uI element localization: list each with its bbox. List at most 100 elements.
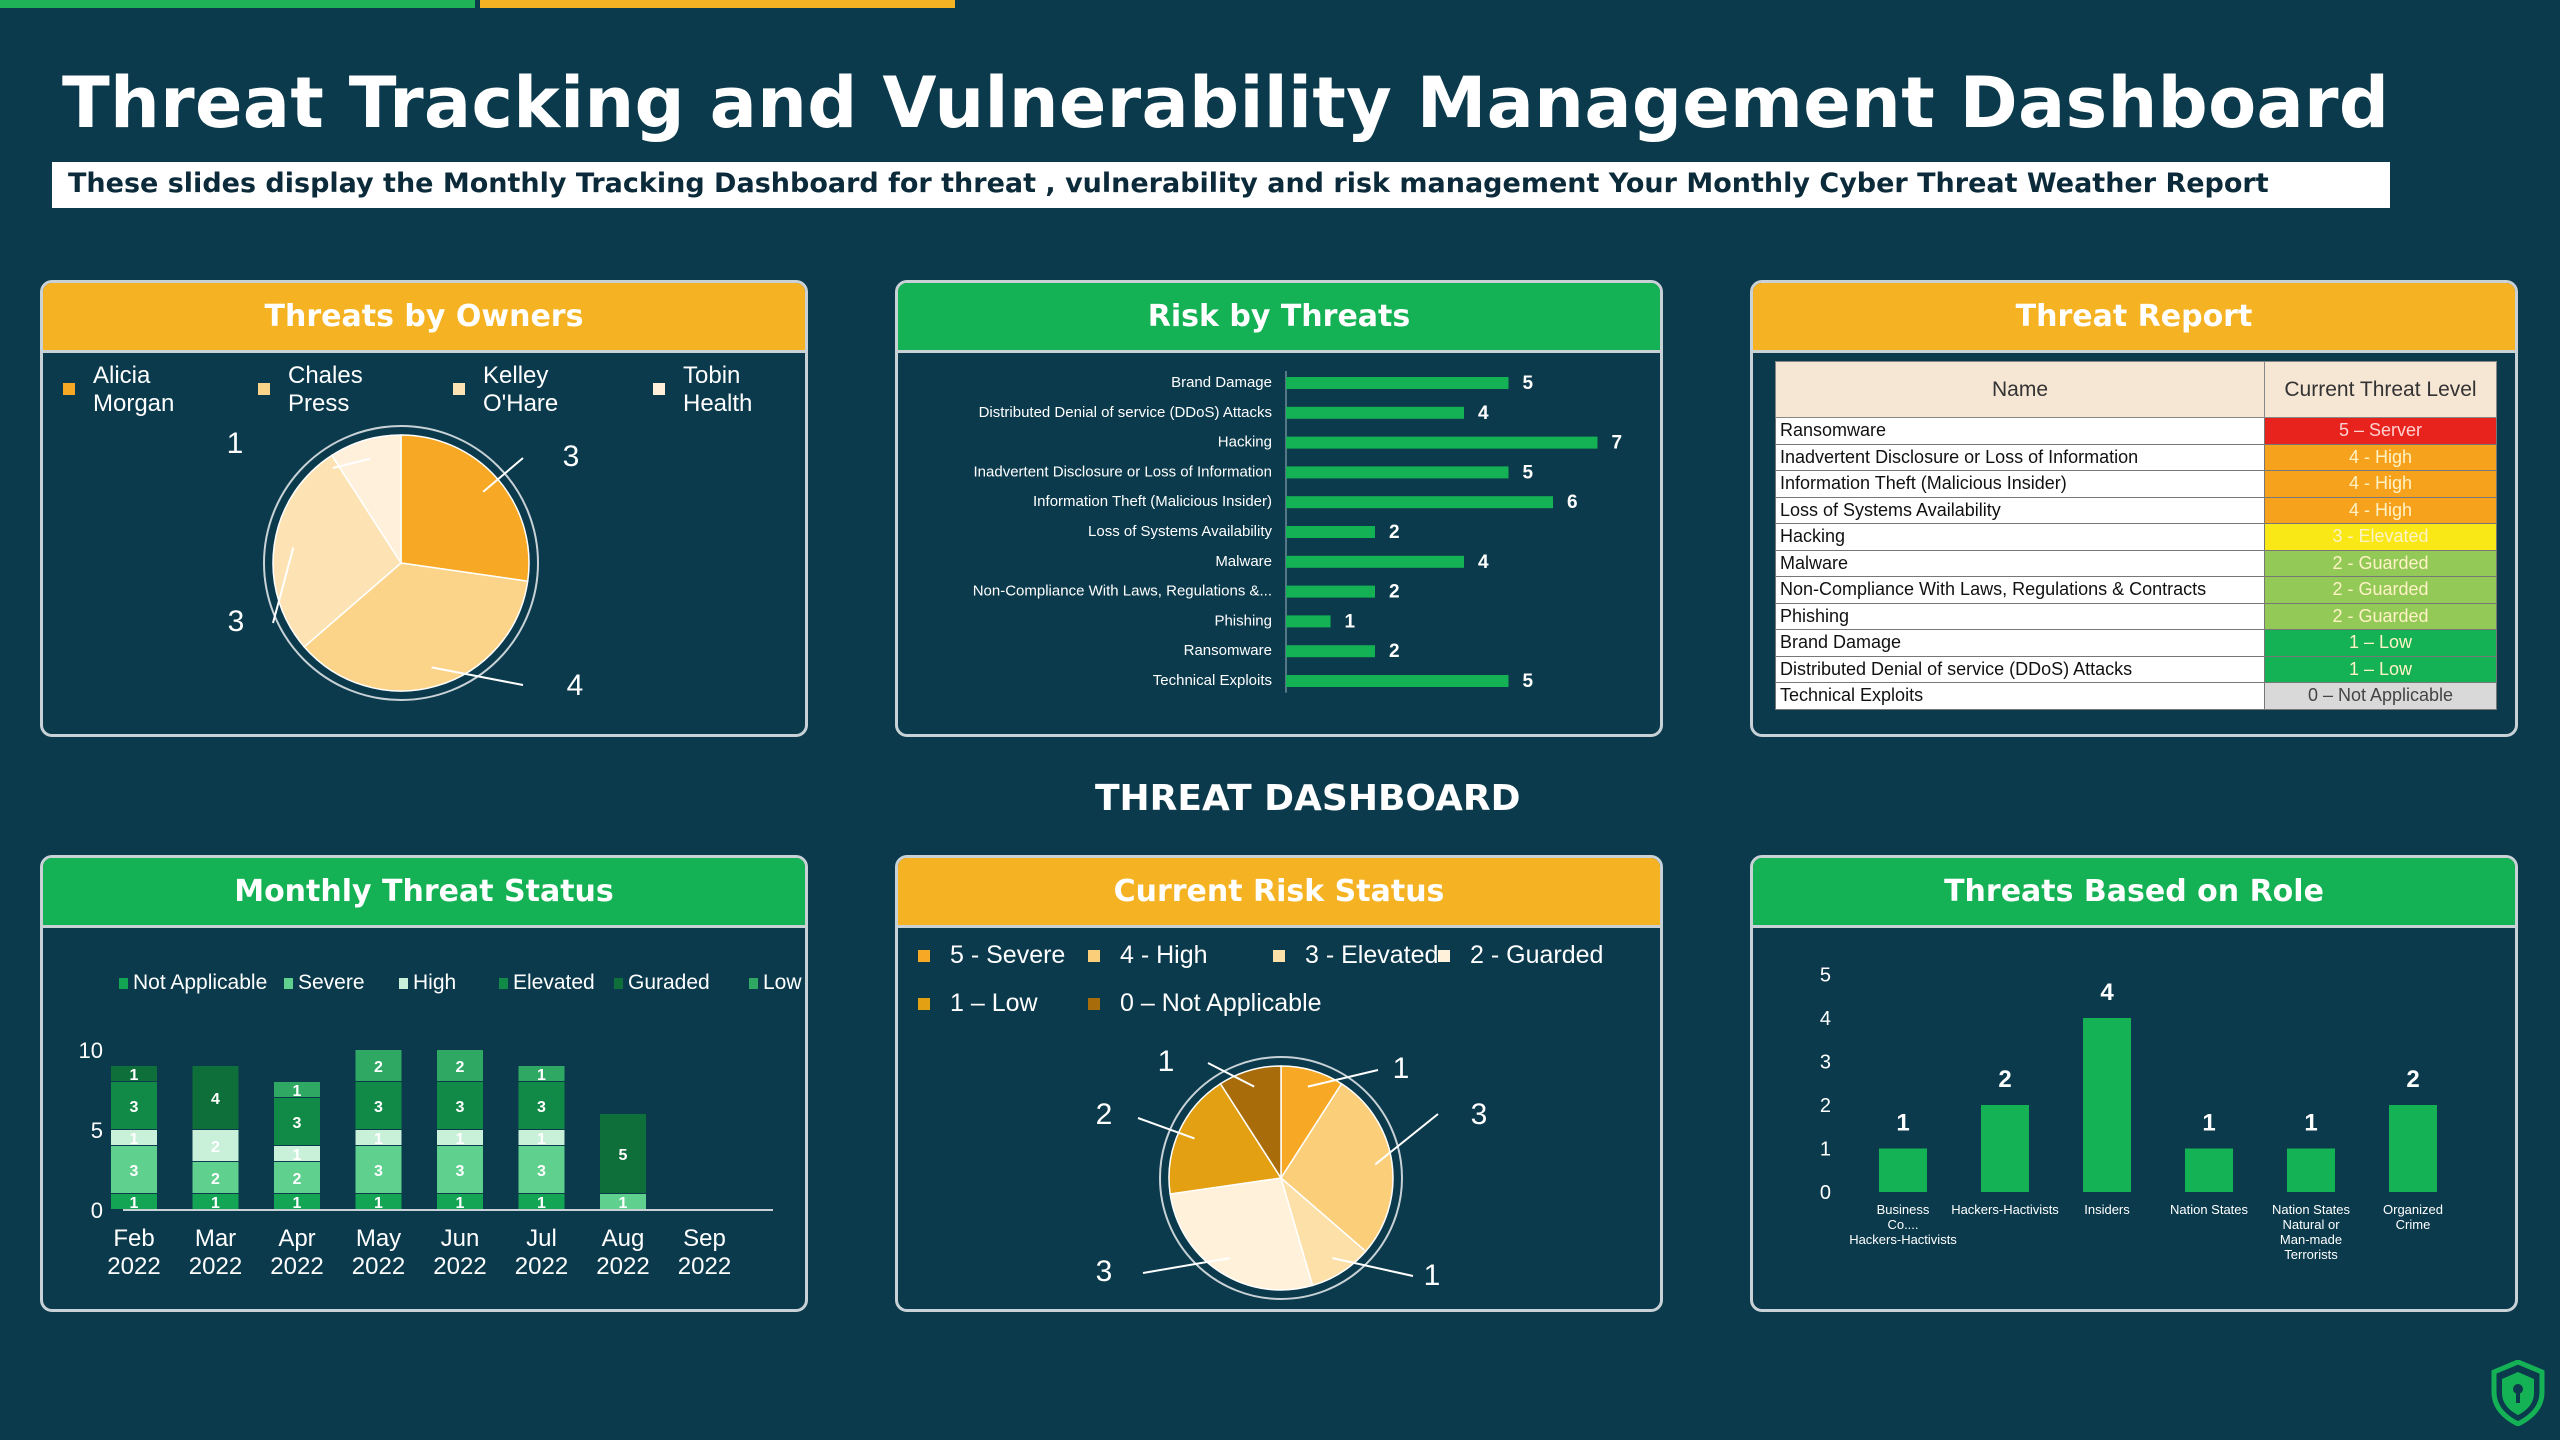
x-tick-label: 2022 bbox=[596, 1253, 649, 1280]
bar-value-label: 4 bbox=[1478, 403, 1489, 424]
shield-logo-icon bbox=[2491, 1360, 2545, 1426]
threat-level-cell: 0 – Not Applicable bbox=[2264, 682, 2497, 710]
threat-report-panel: Threat Report Name Current Threat Level … bbox=[1750, 280, 2518, 737]
stacked-bar-segment bbox=[274, 1146, 320, 1161]
legend-label: Alicia bbox=[93, 362, 151, 389]
pie-slice bbox=[272, 454, 402, 648]
segment-value-label: 1 bbox=[537, 1195, 546, 1212]
stacked-bar-segment bbox=[437, 1194, 483, 1209]
legend-swatch bbox=[63, 383, 75, 395]
stacked-bar-segment bbox=[518, 1082, 565, 1129]
bar-value-label: 2 bbox=[2406, 1066, 2419, 1093]
stacked-bar-segment bbox=[600, 1114, 646, 1193]
col-name-header: Name bbox=[1775, 361, 2265, 418]
bar bbox=[1286, 436, 1598, 449]
stacked-bar-segment bbox=[600, 1194, 646, 1209]
x-tick-label: Nation States bbox=[2170, 1202, 2249, 1217]
bar bbox=[2389, 1105, 2437, 1192]
stacked-bar-segment bbox=[274, 1194, 320, 1209]
table-row: Ransomware 5 – Server bbox=[1775, 417, 2497, 445]
x-tick-label: Jun bbox=[441, 1225, 480, 1252]
segment-value-label: 3 bbox=[456, 1163, 465, 1180]
stacked-bar-segment bbox=[111, 1130, 157, 1145]
pie-leader-line bbox=[272, 547, 295, 624]
x-tick-label: Jul bbox=[526, 1225, 557, 1252]
bar-value-label: 1 bbox=[1345, 611, 1356, 632]
threat-level-cell: 2 - Guarded bbox=[2264, 602, 2497, 630]
legend-swatch bbox=[1088, 950, 1100, 962]
legend-label: 3 - Elevated bbox=[1305, 941, 1438, 969]
x-tick-label: 2022 bbox=[352, 1253, 405, 1280]
bar-value-label: 1 bbox=[1896, 1110, 1909, 1137]
stacked-bar-segment bbox=[355, 1194, 402, 1209]
stacked-bar-segment bbox=[437, 1082, 483, 1129]
dashboard-label: THREAT DASHBOARD bbox=[1095, 778, 1521, 819]
segment-value-label: 3 bbox=[537, 1099, 546, 1116]
segment-value-label: 1 bbox=[130, 1131, 139, 1148]
legend-label: O'Hare bbox=[483, 390, 558, 417]
x-tick-label: Mar bbox=[195, 1225, 236, 1252]
segment-value-label: 1 bbox=[293, 1195, 302, 1212]
bar-category-label: Non-Compliance With Laws, Regulations &.… bbox=[973, 583, 1272, 600]
x-tick-label: 2022 bbox=[270, 1253, 323, 1280]
x-tick-label: Organized Crime bbox=[2383, 1202, 2443, 1232]
segment-value-label: 5 bbox=[619, 1147, 628, 1164]
y-tick-label: 4 bbox=[1820, 1008, 1831, 1030]
y-tick-label: 0 bbox=[91, 1198, 103, 1223]
pie-slice bbox=[400, 434, 530, 583]
pie-leader-line bbox=[332, 457, 371, 469]
threat-level-cell: 1 – Low bbox=[2264, 655, 2497, 683]
bar bbox=[1879, 1148, 1927, 1192]
stacked-bar-segment bbox=[111, 1082, 157, 1129]
legend-swatch bbox=[918, 950, 930, 962]
monthly-threat-status-panel: Monthly Threat Status Not Applicable Seve… bbox=[40, 855, 808, 1312]
stacked-bar-segment bbox=[192, 1194, 239, 1209]
pie-slice bbox=[330, 434, 402, 566]
x-tick-label: Aug bbox=[602, 1225, 645, 1252]
pie-leader-line bbox=[1142, 1257, 1230, 1274]
bar bbox=[2185, 1148, 2233, 1192]
bar-value-label: 1 bbox=[2202, 1110, 2215, 1137]
pie-slice bbox=[1280, 1082, 1394, 1253]
table-row: Inadvertent Disclosure or Loss of Inform… bbox=[1775, 443, 2497, 471]
table-row: Information Theft (Malicious Insider) 4 -… bbox=[1775, 470, 2497, 498]
pie-leader-line bbox=[482, 457, 524, 493]
bar bbox=[1286, 555, 1464, 568]
legend-label: 4 - High bbox=[1120, 941, 1208, 969]
x-tick-label: May bbox=[356, 1225, 401, 1252]
x-tick-label: Feb bbox=[113, 1225, 154, 1252]
risk-by-threats-chart: Brand Damage 5 Distributed Denial of servi… bbox=[973, 371, 1622, 693]
bar-value-label: 6 bbox=[1567, 492, 1578, 513]
segment-value-label: 2 bbox=[456, 1059, 465, 1076]
table-row: Loss of Systems Availability 4 - High bbox=[1775, 496, 2497, 524]
bar-value-label: 4 bbox=[2100, 979, 2114, 1006]
threats-based-on-role-panel: Threats Based on Role 0 1 2 3 4 5 1 Business Co.… bbox=[1750, 855, 2518, 1312]
segment-value-label: 4 bbox=[211, 1091, 220, 1108]
x-tick-label: Nation States Natural or Man-made Terrorist… bbox=[2272, 1202, 2351, 1262]
current-risk-status-panel: Current Risk Status 5 - Severe 4 - High 3 … bbox=[895, 855, 1663, 1312]
bar-category-label: Malware bbox=[1215, 553, 1272, 570]
segment-value-label: 1 bbox=[537, 1067, 546, 1084]
pie-value-label: 3 bbox=[563, 440, 580, 473]
page-title: Threat Tracking and Vulnerability Manage… bbox=[62, 62, 2390, 144]
bar bbox=[1286, 645, 1375, 658]
legend-label: Tobin bbox=[683, 362, 740, 389]
segment-value-label: 1 bbox=[130, 1195, 139, 1212]
segment-value-label: 1 bbox=[374, 1131, 383, 1148]
stacked-bar-segment bbox=[355, 1146, 402, 1193]
table-row: Technical Exploits 0 – Not Applicable bbox=[1775, 682, 2497, 710]
stacked-bar-segment bbox=[274, 1162, 320, 1193]
bar-value-label: 5 bbox=[1523, 462, 1534, 483]
segment-value-label: 2 bbox=[293, 1171, 302, 1188]
table-row: Non-Compliance With Laws, Regulations & … bbox=[1775, 576, 2497, 604]
bar bbox=[2083, 1018, 2131, 1192]
pie-leader-line bbox=[1332, 1257, 1414, 1277]
bar bbox=[2287, 1148, 2335, 1192]
segment-value-label: 1 bbox=[374, 1195, 383, 1212]
legend-label: Morgan bbox=[93, 390, 174, 417]
pie-value-label: 3 bbox=[1471, 1098, 1488, 1131]
stacked-bar-segment bbox=[437, 1146, 483, 1193]
segment-value-label: 1 bbox=[537, 1131, 546, 1148]
pie-leader-line bbox=[1307, 1069, 1379, 1088]
pie-slice bbox=[1169, 1177, 1314, 1291]
